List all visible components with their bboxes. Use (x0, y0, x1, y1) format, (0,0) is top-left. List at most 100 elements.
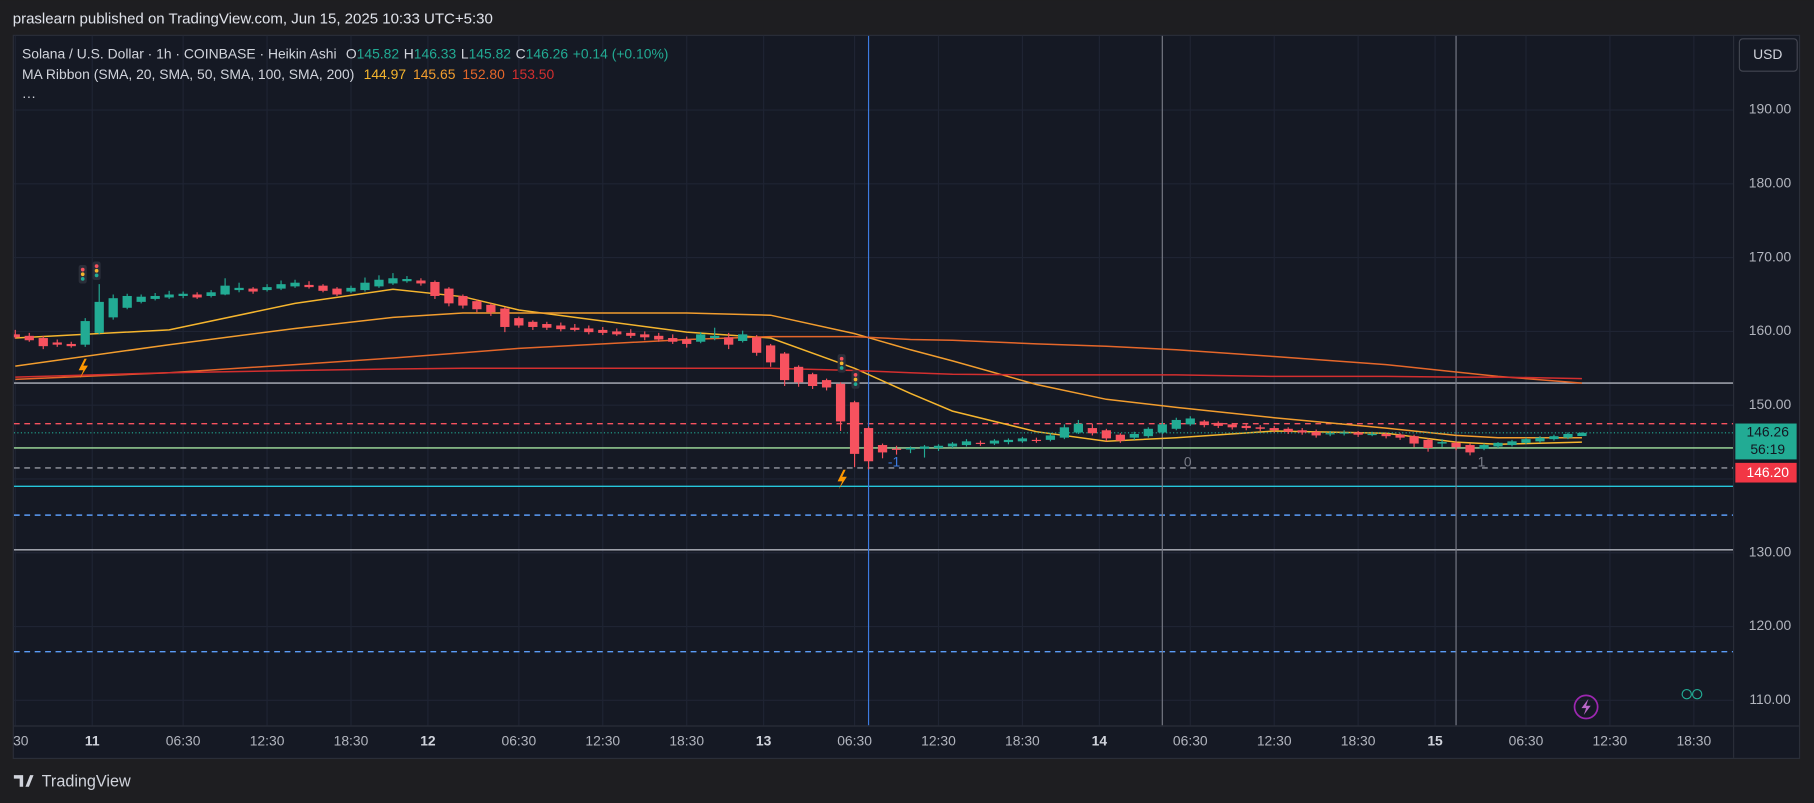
candle-body (1087, 428, 1097, 434)
candle-body (1045, 435, 1056, 440)
x-tick-label: 06:30 (501, 732, 536, 748)
y-tick-label: 120.00 (1749, 617, 1792, 633)
candle-body (276, 284, 286, 289)
y-tick-label: 150.00 (1749, 396, 1792, 412)
candle-body (654, 335, 664, 340)
candle-body (374, 279, 384, 287)
candle-body (332, 288, 342, 295)
ohlc-label: O (346, 45, 357, 61)
candle-body (626, 332, 636, 336)
candle-body (346, 287, 356, 292)
ma-line (15, 367, 1582, 380)
ma-legend: MA Ribbon (SMA, 20, SMA, 50, SMA, 100, S… (22, 66, 555, 82)
ohlc-label: L (461, 45, 469, 61)
x-tick-label: 18:30 (334, 732, 369, 748)
candle-body (248, 288, 258, 292)
x-tick-label: 12:30 (921, 732, 956, 748)
candle-body (1059, 427, 1070, 438)
candle-body (1535, 437, 1545, 442)
candle-body (486, 304, 496, 313)
candle-body (1549, 436, 1559, 440)
x-tick-label: 18:30 (1341, 732, 1376, 748)
x-tick-label: 14 (1092, 732, 1108, 748)
price-tag-label: 146.20 (1746, 464, 1789, 480)
more-button[interactable]: ··· (22, 88, 36, 104)
candle-body (905, 447, 916, 450)
candle-body (52, 342, 62, 345)
ma-values: 144.97 145.65 152.80 153.50 (364, 66, 555, 82)
candle-body (1507, 441, 1517, 446)
candle-body (961, 441, 972, 446)
y-tick-label: 160.00 (1749, 322, 1792, 338)
x-tick-label: 12 (420, 732, 436, 748)
candle-body (304, 284, 314, 288)
candle-body (528, 321, 538, 327)
candle-body (1073, 423, 1084, 433)
candle-body (1563, 433, 1573, 438)
candle-body (598, 329, 608, 333)
currency-button[interactable] (1738, 38, 1798, 72)
chart-pane (12, 34, 1801, 759)
candle-body (206, 292, 216, 296)
candle-body (1521, 439, 1531, 443)
candle-body (779, 353, 790, 381)
vertical-line-label: -1 (888, 453, 901, 469)
x-tick-label: 11 (85, 732, 100, 748)
candle-body (989, 440, 1000, 444)
candle-body (1213, 422, 1223, 426)
ma-value: 144.97 (364, 66, 407, 82)
x-tick-label: 18:30 (1005, 732, 1040, 748)
candle-body (220, 285, 230, 295)
candle-body (1269, 428, 1279, 431)
candle-body (1171, 419, 1181, 429)
countdown-label: 56:19 (1750, 441, 1785, 457)
axes: 110.00120.00130.00140.00150.00160.00170.… (13, 101, 1797, 748)
y-tick-label: 110.00 (1749, 691, 1791, 707)
candle-body (1311, 431, 1321, 436)
plot (13, 273, 1734, 470)
candle-body (793, 366, 804, 383)
x-tick-label: 06:30 (166, 732, 201, 748)
ohlc-label: C (516, 45, 526, 61)
candle-body (1465, 445, 1475, 453)
candle-body (430, 281, 440, 296)
candle-body (108, 298, 118, 318)
candle-body (262, 287, 272, 291)
candle-body (696, 334, 706, 342)
candle-body (1185, 418, 1195, 425)
x-tick-label: 12:30 (250, 732, 285, 748)
candle-body (849, 402, 860, 454)
ohlc-value: 146.33 (414, 45, 457, 61)
vertical-line-label: 0 (1184, 453, 1192, 469)
candle-body (80, 321, 90, 345)
drawings: -1 0 1 (13, 35, 1734, 726)
candle-body (1297, 430, 1307, 433)
ma-value: 153.50 (512, 66, 555, 82)
signal-icons (78, 261, 1703, 720)
candle-body (1241, 425, 1251, 429)
candle-body (752, 337, 762, 353)
ma-line (15, 312, 1582, 439)
candle-body (1353, 432, 1363, 435)
candle-body (1255, 427, 1265, 429)
candle-body (1409, 436, 1419, 444)
x-tick-label: 12:30 (1257, 732, 1292, 748)
candle-body (150, 295, 160, 299)
currency-label: USD (1753, 46, 1782, 62)
candle-body (94, 301, 104, 333)
candle-body (1199, 421, 1209, 426)
candle-body (766, 345, 776, 363)
x-tick-label: 06:30 (1173, 732, 1208, 748)
brand[interactable]: TradingView (42, 772, 131, 790)
ohlc-value: 145.82 (357, 45, 400, 61)
candle-body (640, 334, 650, 338)
candle-body (178, 293, 188, 296)
candle-body (891, 448, 902, 450)
symbol: Solana / U.S. Dollar · 1h · COINBASE · H… (22, 45, 337, 61)
symbol-legend: Solana / U.S. Dollar · 1h · COINBASE · H… (22, 45, 668, 61)
last-price-tag (1735, 423, 1797, 460)
publish-header: praslearn published on TradingView.com, … (13, 11, 493, 28)
candle-body (1451, 442, 1461, 448)
candle-body (1031, 439, 1042, 442)
candle-body (1003, 439, 1014, 443)
